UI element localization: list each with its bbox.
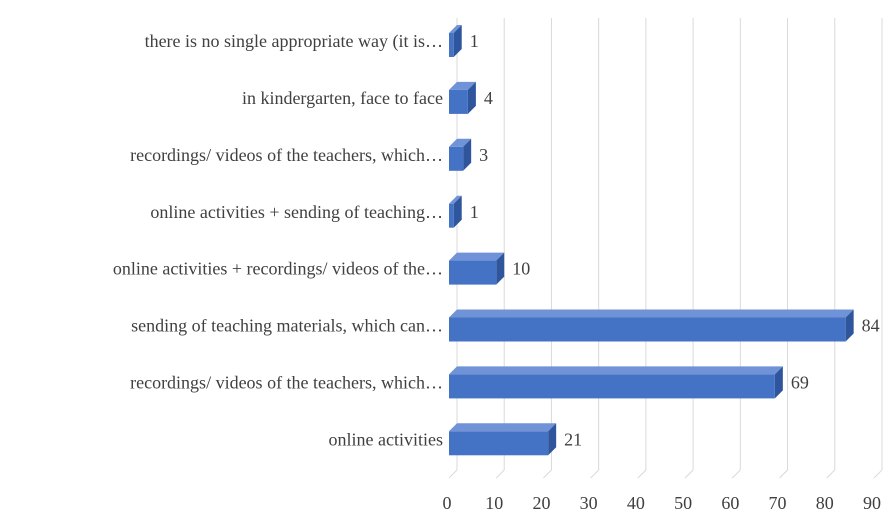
x-tick-label: 80 (816, 493, 834, 513)
bar (449, 203, 454, 228)
value-label: 21 (564, 429, 582, 449)
grid-floor-line (873, 469, 883, 479)
bar (449, 146, 464, 171)
bar-side (453, 25, 462, 57)
x-tick-label: 90 (863, 493, 881, 513)
grid-floor-line (448, 469, 458, 479)
y-tick-label: there is no single appropriate way (it i… (145, 31, 443, 52)
y-tick-label: recordings/ videos of the teachers, whic… (130, 145, 443, 165)
bar-top (449, 81, 476, 90)
x-tick-label: 10 (485, 493, 503, 513)
bar (449, 260, 497, 285)
y-tick-label: online activities + recordings/ videos o… (113, 259, 443, 279)
y-tick-label: recordings/ videos of the teachers, whic… (130, 373, 443, 393)
bar (449, 431, 549, 456)
y-tick-label: online activities (329, 429, 443, 449)
grid-floor-line (637, 469, 647, 479)
x-tick-label: 30 (580, 493, 598, 513)
x-tick-label: 70 (769, 493, 787, 513)
bar (449, 374, 775, 399)
grid-floor-line (684, 469, 694, 479)
bar-side (467, 81, 476, 114)
grid-floor-line (543, 469, 552, 479)
bar-side (463, 138, 472, 171)
bar-side (496, 252, 505, 285)
grid-floor-line (826, 469, 836, 479)
x-tick-label: 60 (721, 493, 739, 513)
grid-floor-line (495, 469, 505, 479)
bar-side (548, 423, 557, 456)
bar-top (449, 423, 557, 432)
bar-side (453, 195, 462, 228)
bar-side (845, 309, 854, 342)
value-label: 69 (791, 373, 809, 393)
grid-floor-line (779, 469, 788, 479)
value-label: 84 (862, 316, 880, 336)
grid-floor-line (590, 469, 600, 479)
bar-top (449, 25, 462, 33)
bar-top (449, 252, 505, 261)
bar-top (449, 366, 783, 375)
y-tick-label: in kindergarten, face to face (242, 88, 443, 108)
x-tick-label: 20 (532, 493, 550, 513)
value-label: 1 (470, 202, 479, 222)
bar (449, 317, 846, 342)
bar-side (774, 366, 783, 399)
value-label: 10 (512, 259, 530, 279)
bar-top (449, 309, 854, 318)
y-tick-label: sending of teaching materials, which can… (131, 316, 443, 336)
bar (449, 89, 468, 114)
x-tick-label: 50 (674, 493, 692, 513)
x-tick-label: 40 (627, 493, 645, 513)
value-label: 4 (484, 88, 493, 108)
grid-floor-line (731, 469, 741, 479)
y-tick-label: online activities + sending of teaching… (150, 202, 443, 222)
bar (449, 33, 454, 57)
value-label: 3 (479, 145, 488, 165)
value-label: 1 (470, 31, 479, 51)
x-tick-label: 0 (443, 493, 452, 513)
bar-top (449, 138, 472, 147)
bar-top (449, 195, 462, 204)
